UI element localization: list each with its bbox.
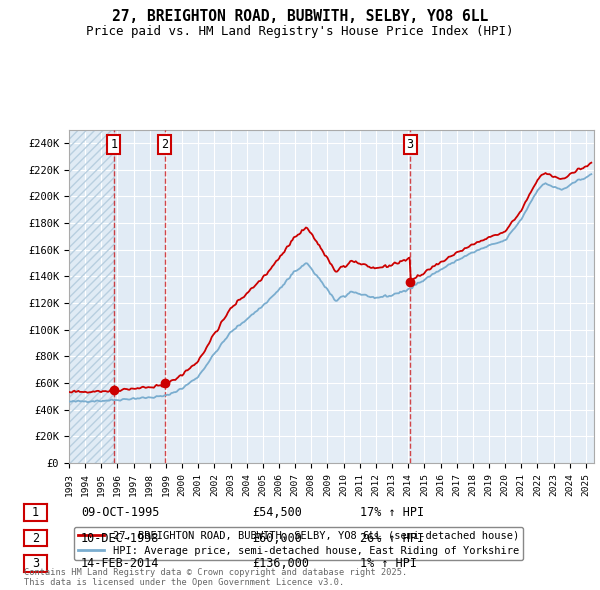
Text: Contains HM Land Registry data © Crown copyright and database right 2025.
This d: Contains HM Land Registry data © Crown c… (24, 568, 407, 587)
Bar (69, 130, 114, 463)
Text: 27, BREIGHTON ROAD, BUBWITH, SELBY, YO8 6LL: 27, BREIGHTON ROAD, BUBWITH, SELBY, YO8 … (112, 9, 488, 24)
Text: £60,000: £60,000 (252, 532, 302, 545)
Text: 17% ↑ HPI: 17% ↑ HPI (360, 506, 424, 519)
Legend: 27, BREIGHTON ROAD, BUBWITH, SELBY, YO8 6LL (semi-detached house), HPI: Average : 27, BREIGHTON ROAD, BUBWITH, SELBY, YO8 … (74, 527, 523, 560)
Text: 3: 3 (32, 557, 39, 570)
Text: Price paid vs. HM Land Registry's House Price Index (HPI): Price paid vs. HM Land Registry's House … (86, 25, 514, 38)
Text: £136,000: £136,000 (252, 557, 309, 570)
Text: 1: 1 (110, 138, 118, 151)
Text: 1% ↑ HPI: 1% ↑ HPI (360, 557, 417, 570)
Text: 2: 2 (32, 532, 39, 545)
Bar (69, 130, 114, 463)
Text: 26% ↑ HPI: 26% ↑ HPI (360, 532, 424, 545)
Text: 1: 1 (32, 506, 39, 519)
Text: 3: 3 (407, 138, 414, 151)
Text: 09-OCT-1995: 09-OCT-1995 (81, 506, 160, 519)
Text: £54,500: £54,500 (252, 506, 302, 519)
Bar (69, 130, 114, 463)
Text: 2: 2 (161, 138, 169, 151)
Text: 14-FEB-2014: 14-FEB-2014 (81, 557, 160, 570)
Text: 10-DEC-1998: 10-DEC-1998 (81, 532, 160, 545)
Bar (165, 130, 410, 463)
Bar (410, 130, 594, 463)
Bar (114, 130, 165, 463)
